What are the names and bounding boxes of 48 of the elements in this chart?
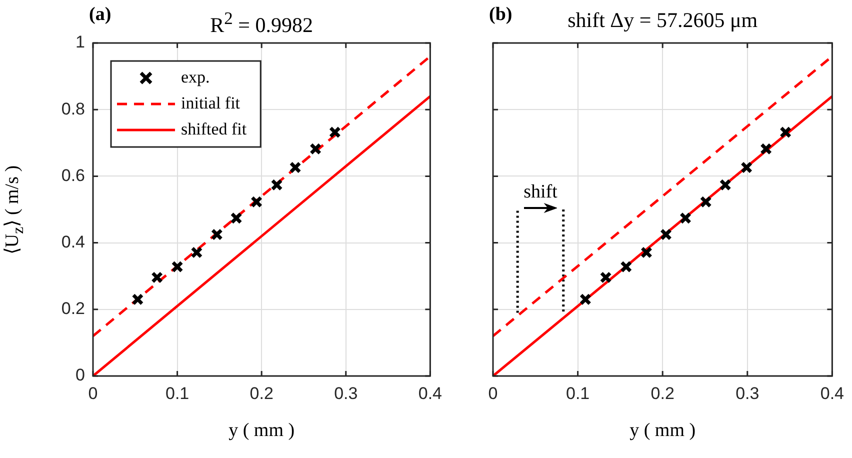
point [230,212,242,224]
x-tick-label: 0.3 [334,384,358,403]
x-axis-title: y ( mm ) [630,420,696,442]
point [620,260,632,273]
x-tick-label: 0.1 [566,384,590,403]
point [250,196,263,208]
x-tick-label: 0 [488,384,498,403]
point [679,212,692,224]
point [579,293,592,306]
point [640,246,652,258]
point [740,162,753,174]
text: (b) [489,4,512,26]
y-tick-label: 0.6 [61,166,85,185]
point [328,126,341,138]
legend-label: exp. [181,67,210,86]
x-tick-label: 0.1 [165,384,190,403]
point [719,178,732,191]
point [132,293,144,306]
point [600,271,612,284]
point [151,271,164,284]
chart-title: shift Δy = 57.2605 μm [568,8,758,33]
point [289,162,302,174]
x-tick-label: 0.2 [250,384,274,403]
y-tick-label: 1 [76,32,85,52]
point [210,228,223,240]
annotation: shift [524,181,558,202]
point [780,126,792,138]
point [270,178,283,191]
text: (a) [89,4,112,26]
point [760,142,772,155]
y-tick-label: 0.2 [61,299,85,318]
legend-label: shifted fit [181,119,247,138]
x-tick-label: 0.2 [650,384,674,403]
y-tick-label: 0.4 [61,232,85,252]
x-axis-title: y ( mm ) [228,420,295,442]
x-tick-label: 0.4 [820,384,844,403]
y-tick-label: 0 [76,366,85,385]
legend-label: initial fit [181,93,240,112]
chart-title: R$^{2}$ = 0.9982 [210,8,314,38]
point [310,142,322,155]
point [660,228,672,240]
x-tick-label: 0.4 [418,384,442,403]
x-tick-label: 0 [88,384,98,403]
x-tick-label: 0.3 [736,384,760,403]
y-tick-label: 0.8 [61,99,85,118]
point [190,246,203,258]
point [700,196,712,208]
point [171,260,184,273]
